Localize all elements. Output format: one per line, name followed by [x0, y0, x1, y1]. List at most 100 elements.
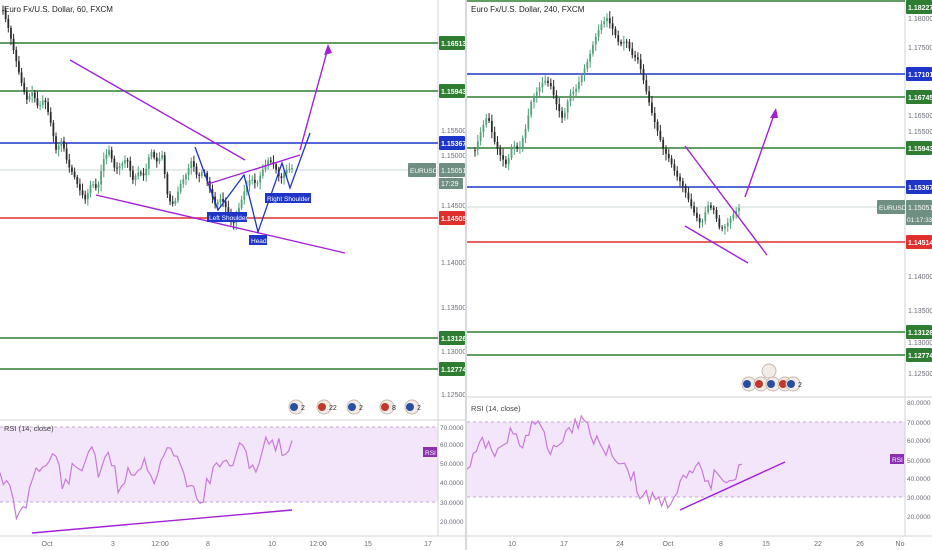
time-tick-label: 17: [560, 541, 568, 548]
candle-body: [575, 88, 578, 92]
left-chart-pane[interactable]: 1.16513 1.15943 1.15367 1.14505 1.13126 1.127…: [0, 0, 465, 550]
candle-body: [608, 18, 611, 24]
candle-body: [555, 95, 558, 105]
economic-event-country-icon: [348, 403, 356, 411]
time-tick-label: 8: [719, 541, 723, 548]
candle-body: [142, 173, 145, 176]
price-tick-label: 1.13000: [908, 340, 932, 347]
price-tick-label: 1.14500: [441, 203, 465, 210]
falling-wedge-pattern[interactable]: [684, 108, 778, 264]
time-tick-label: Oct: [42, 541, 53, 548]
time-tick-label: 15: [762, 541, 770, 548]
candle-body: [718, 218, 721, 228]
candle-body: [118, 166, 121, 169]
candle-body: [185, 174, 187, 180]
candle-body: [642, 69, 645, 81]
economic-event-country-icon: [787, 380, 795, 388]
candle-body: [161, 155, 163, 159]
time-tick-label: 15: [364, 541, 372, 548]
right-chart-pane[interactable]: 1.18227 1.17101 1.16745 1.15943 1.15367 1.145…: [467, 0, 932, 550]
candle-body: [651, 102, 653, 113]
candle-body: [288, 168, 291, 170]
candle-body: [476, 141, 479, 150]
rsi-tick-label: 40.0000: [907, 476, 931, 483]
right-chart-canvas[interactable]: 1.18227 1.17101 1.16745 1.15943 1.15367 1.145…: [467, 0, 932, 550]
candle-body: [2, 10, 4, 11]
candle-body: [679, 176, 681, 182]
candle-body: [535, 91, 538, 97]
time-tick-label: 10: [508, 541, 516, 548]
level-price-badge: [906, 235, 932, 249]
time-tick-label: 8: [206, 541, 210, 548]
rsi-tag-label: RSI: [425, 450, 436, 457]
candle-body: [549, 83, 552, 87]
rsi-divergence-trendline[interactable]: [31, 509, 293, 534]
candle-body: [586, 61, 589, 69]
candle-body: [676, 170, 679, 177]
time-tick-label: No: [896, 541, 905, 548]
rsi-trendline[interactable]: [679, 461, 786, 511]
candle-body: [208, 181, 211, 190]
wedge-lower-trendline[interactable]: [684, 225, 749, 264]
candle-body: [541, 82, 544, 88]
candle-body: [681, 181, 684, 186]
candle-body: [71, 167, 73, 172]
candle-body: [177, 191, 179, 201]
candle-body: [211, 189, 214, 197]
candle-body: [190, 161, 193, 168]
pattern-path[interactable]: [194, 132, 311, 235]
candle-body: [169, 194, 171, 202]
candle-body: [724, 226, 726, 229]
candle-body: [248, 180, 251, 186]
left-chart-canvas[interactable]: 1.16513 1.15943 1.15367 1.14505 1.13126 1.127…: [0, 0, 465, 550]
candle-body: [52, 122, 55, 137]
candle-body: [690, 199, 693, 207]
candle-body: [530, 101, 533, 116]
candle-body: [631, 48, 634, 56]
lower-trendline[interactable]: [95, 194, 346, 254]
candlestick-series[interactable]: [474, 11, 740, 235]
level-price-badge: [439, 36, 465, 50]
candle-body: [198, 174, 201, 176]
rsi-tick-label: 30.0000: [907, 495, 931, 502]
candle-body: [507, 157, 510, 165]
candle-body: [516, 146, 519, 149]
candle-body: [695, 212, 698, 218]
last-price-label: 1.15051: [441, 168, 465, 175]
candle-body: [182, 179, 185, 184]
head-and-shoulders-pattern[interactable]: Left Shoulder Head Right Shoulder: [69, 44, 346, 254]
candle-body: [524, 128, 527, 139]
candle-body: [126, 160, 129, 162]
candle-body: [569, 94, 572, 102]
candle-body: [206, 172, 209, 182]
countdown-badge: [439, 178, 463, 189]
price-tick-label: 1.12500: [908, 371, 932, 378]
level-price-badge: [906, 180, 932, 194]
economic-event-country-icon: [381, 403, 389, 411]
candle-body: [36, 98, 39, 106]
candle-body: [687, 192, 690, 200]
rsi-tick-label: 70.0000: [440, 425, 464, 432]
time-tick-label: 24: [616, 541, 624, 548]
candle-body: [698, 217, 701, 223]
candle-body: [243, 191, 246, 200]
candle-body: [139, 172, 142, 174]
head-label: Head: [251, 238, 267, 245]
neckline[interactable]: [207, 154, 301, 185]
target-arrow[interactable]: [744, 111, 776, 198]
economic-event-cluster-icon[interactable]: [761, 363, 777, 379]
candle-body: [55, 136, 57, 150]
candle-body: [171, 201, 174, 204]
wedge-upper-trendline[interactable]: [684, 145, 768, 256]
candle-body: [153, 152, 156, 158]
descending-trendline[interactable]: [69, 59, 246, 161]
target-arrow[interactable]: [299, 47, 329, 151]
level-price-badge: [906, 67, 932, 81]
candle-body: [137, 172, 140, 177]
candle-body: [145, 168, 148, 176]
candle-body: [92, 184, 95, 186]
right-shoulder-badge: [265, 193, 311, 203]
rsi-indicator-label: RSI (14, close): [4, 424, 54, 433]
candle-body: [547, 80, 549, 84]
pane-divider[interactable]: [465, 0, 467, 550]
